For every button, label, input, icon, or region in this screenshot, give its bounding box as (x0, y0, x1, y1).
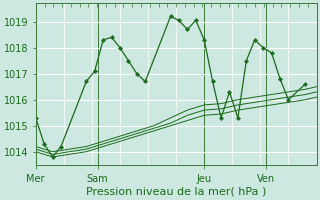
X-axis label: Pression niveau de la mer( hPa ): Pression niveau de la mer( hPa ) (86, 187, 266, 197)
